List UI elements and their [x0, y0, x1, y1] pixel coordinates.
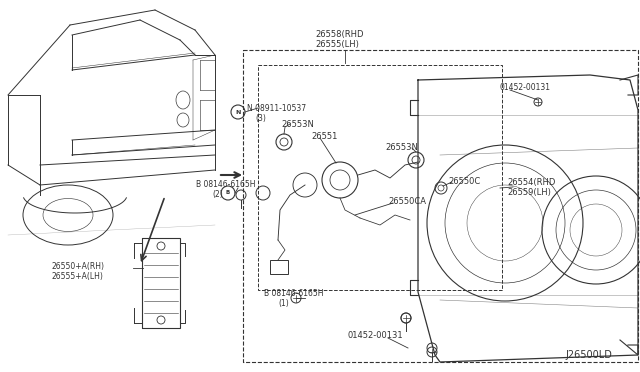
- Text: J26500LD: J26500LD: [565, 350, 612, 360]
- Text: 26550C: 26550C: [448, 177, 480, 186]
- Text: 26550CA: 26550CA: [388, 197, 426, 206]
- Text: 26559(LH): 26559(LH): [507, 188, 551, 197]
- Bar: [243, 50, 638, 362]
- Text: 26553N: 26553N: [385, 143, 418, 152]
- Text: N: N: [236, 109, 241, 115]
- Text: B: B: [226, 190, 230, 196]
- Bar: [258, 65, 502, 290]
- Text: 01452-00131: 01452-00131: [500, 83, 551, 92]
- Text: 26551: 26551: [311, 132, 337, 141]
- Text: 01452-00131: 01452-00131: [348, 331, 404, 340]
- Text: 26553N: 26553N: [281, 120, 314, 129]
- Text: (1): (1): [278, 299, 289, 308]
- Text: N 08911-10537: N 08911-10537: [247, 104, 306, 113]
- Text: 26558(RHD: 26558(RHD: [315, 30, 364, 39]
- Text: (3): (3): [255, 114, 266, 123]
- Text: B 08146-6165H: B 08146-6165H: [264, 289, 323, 298]
- Text: 26554(RHD: 26554(RHD: [507, 178, 556, 187]
- Bar: [142, 238, 180, 328]
- Text: B 08146-6165H: B 08146-6165H: [196, 180, 255, 189]
- Text: (2): (2): [212, 190, 223, 199]
- Text: 26550+A(RH): 26550+A(RH): [52, 262, 105, 271]
- Text: 26555+A(LH): 26555+A(LH): [52, 272, 104, 281]
- Bar: [270, 260, 288, 274]
- Text: 26555(LH): 26555(LH): [315, 40, 359, 49]
